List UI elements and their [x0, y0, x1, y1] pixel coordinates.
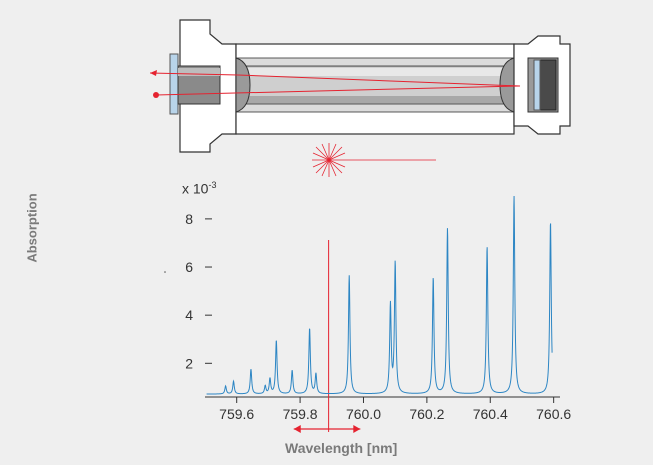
scan-arrow-right-head [353, 425, 361, 433]
scan-arrow-left-head [293, 425, 301, 433]
laser-beam-return [237, 74, 521, 87]
laser-beam-out [149, 72, 239, 76]
y-axis-ticks: 2 4 6 8 [185, 211, 212, 371]
beam-out-arrowhead [150, 70, 157, 76]
y-tick-label-0: 2 [185, 355, 193, 371]
y-tick-label-1: 4 [185, 307, 193, 323]
multipass-gas-cell [149, 19, 571, 153]
left-window [169, 53, 179, 115]
scan-range-arrow [293, 425, 361, 433]
absorption-chart: 2 4 6 8 759.6 759.8 760.0 760.2 760.4 760.6 [164, 195, 571, 433]
y-tick-label-2: 6 [185, 259, 193, 275]
y-scale-prefix: x 10 [182, 180, 209, 197]
laser-beam-in [155, 85, 521, 96]
y-axis-label: Absorption [24, 193, 40, 263]
spectrum-line [206, 195, 553, 395]
x-tick-label-3: 760.2 [409, 406, 444, 422]
x-tick-label-4: 760.4 [473, 406, 508, 422]
x-tick-label-1: 759.8 [283, 406, 318, 422]
stray-dot [164, 271, 166, 273]
right-mirror [533, 59, 541, 111]
laser-starburst-icon [312, 143, 436, 177]
x-axis-label: Wavelength [nm] [285, 440, 398, 456]
x-tick-label-5: 760.6 [536, 406, 571, 422]
x-axis-ticks: 759.6 759.8 760.0 760.2 760.4 760.6 [219, 397, 571, 422]
laser-source-dot [153, 92, 159, 98]
x-tick-label-0: 759.6 [219, 406, 254, 422]
y-tick-label-3: 8 [185, 211, 193, 227]
x-tick-label-2: 760.0 [346, 406, 381, 422]
y-scale-label: x 10-3 [182, 180, 216, 197]
y-scale-exponent: -3 [208, 180, 217, 190]
